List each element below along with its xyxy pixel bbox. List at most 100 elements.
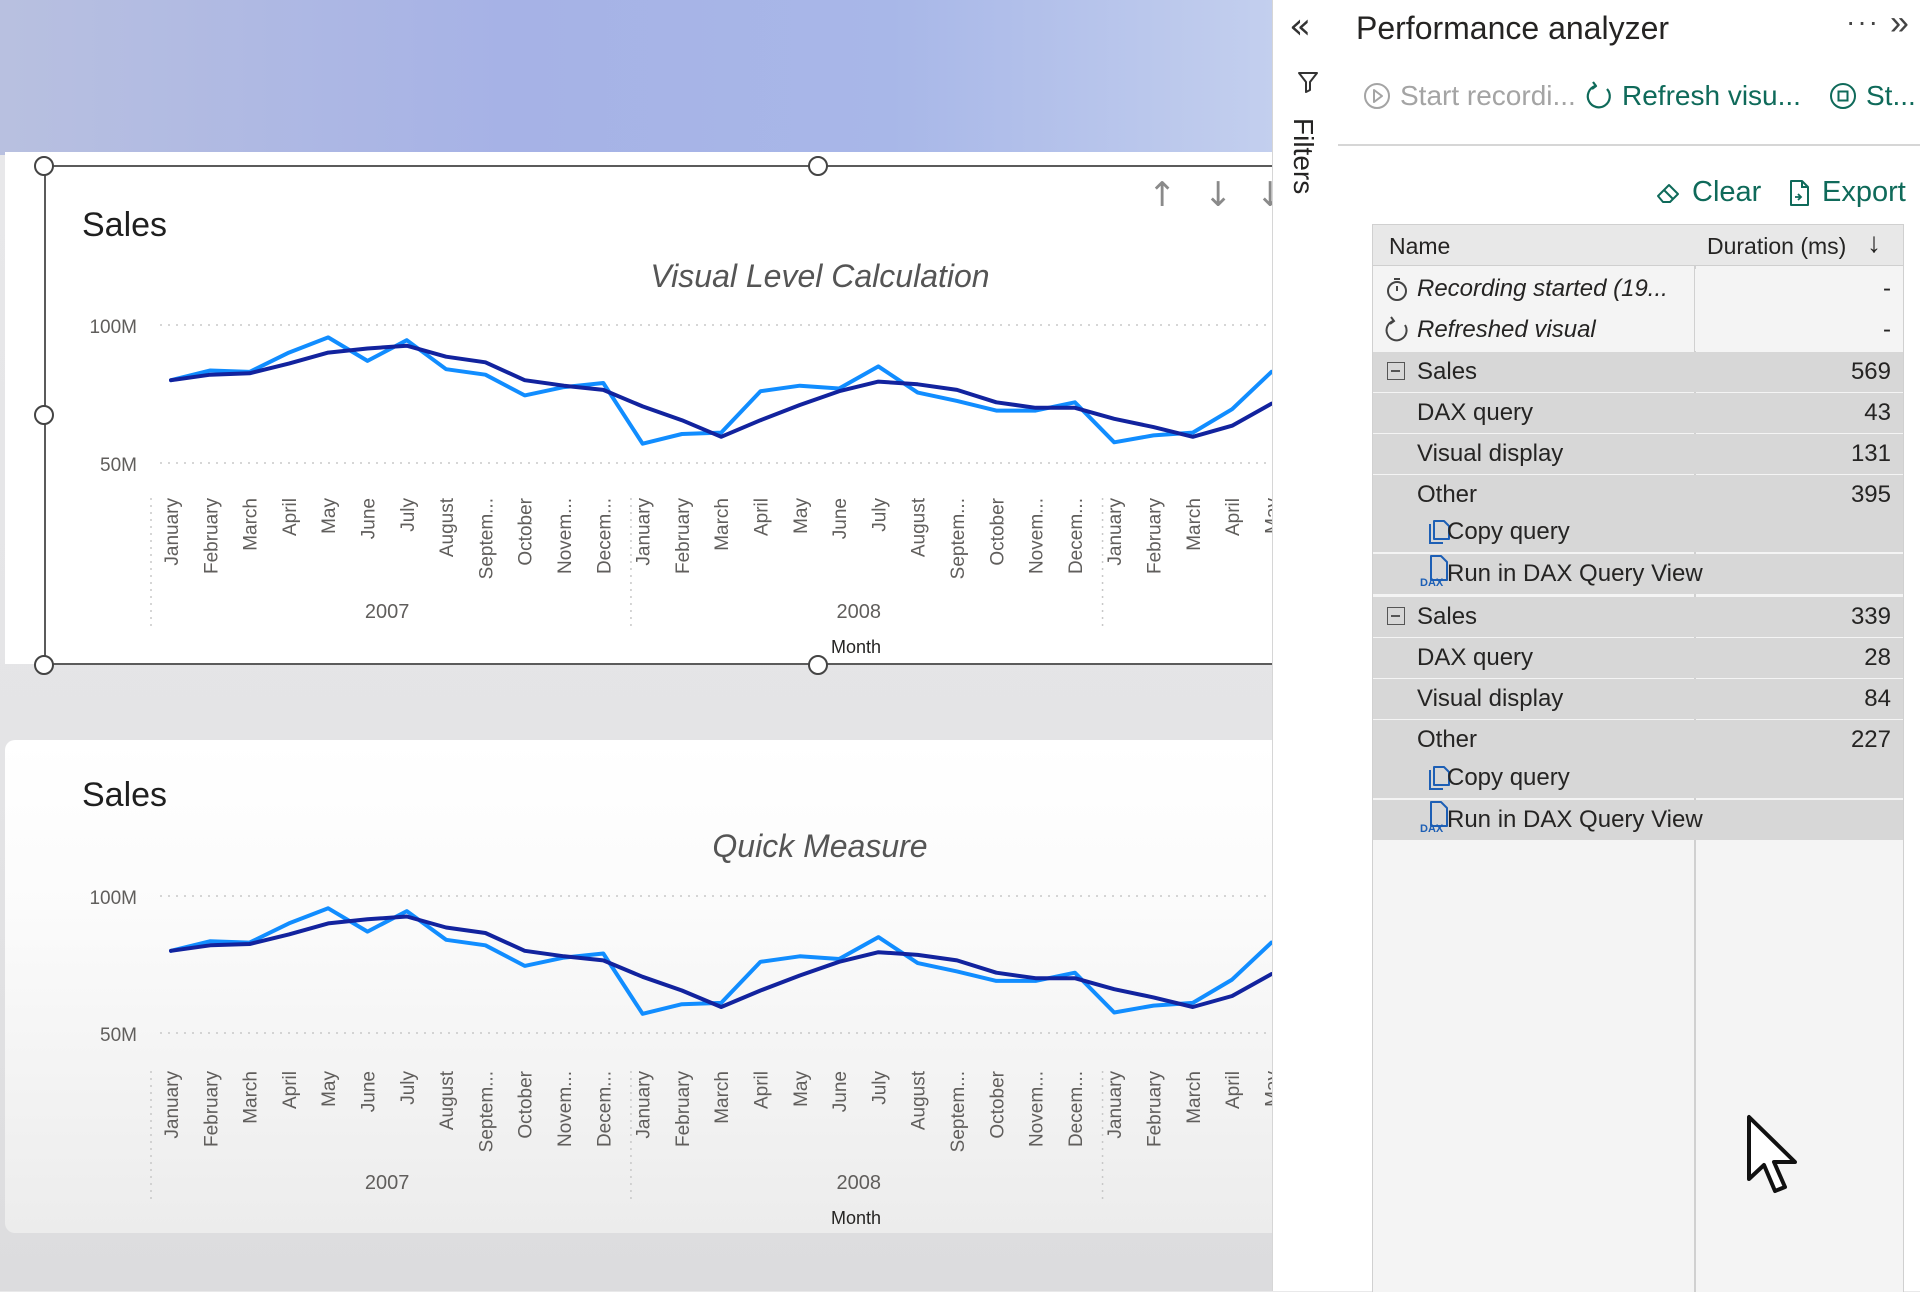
resize-handle-top-middle[interactable] — [808, 156, 828, 176]
year-label: 2008 — [837, 1172, 882, 1194]
x-tick-label: February — [1145, 1071, 1166, 1148]
resize-handle-middle-left[interactable] — [34, 405, 54, 425]
row-duration: 131 — [1850, 440, 1891, 467]
drill-down-icon[interactable]: ↓ — [1256, 175, 1272, 215]
x-tick-label: August — [437, 497, 458, 557]
y-tick-label: 50M — [100, 1025, 137, 1046]
action-link-label[interactable]: Copy query — [1447, 764, 1570, 791]
x-tick-label: August — [437, 1070, 458, 1130]
chevron-right-icon[interactable]: » — [1890, 4, 1909, 42]
row-name: Visual display — [1417, 685, 1564, 712]
row-name: DAX query — [1417, 644, 1534, 671]
x-tick-label: April — [1223, 1071, 1244, 1109]
action-link-row[interactable]: Copy query — [1373, 512, 1903, 552]
x-tick-label: March — [1184, 1071, 1205, 1124]
row-duration: - — [1883, 316, 1891, 343]
duration-cell-background — [1695, 269, 1903, 351]
action-link-row[interactable]: DAX Run in DAX Query View — [1373, 554, 1903, 594]
eraser-icon — [1657, 183, 1679, 203]
timing-row[interactable]: Visual display 131 — [1373, 434, 1903, 474]
more-options-button[interactable]: ··· — [1846, 6, 1880, 37]
row-duration: 395 — [1850, 481, 1891, 508]
resize-handle-bottom-middle[interactable] — [808, 655, 828, 675]
resize-handle-bottom-left[interactable] — [34, 655, 54, 675]
event-row[interactable]: Recording started (19... - — [1373, 269, 1903, 309]
x-tick-label: March — [241, 1071, 262, 1124]
clear-label: Clear — [1692, 176, 1762, 208]
copy-icon — [1425, 764, 1453, 792]
stop-circle-icon — [1830, 83, 1856, 109]
y-tick-label: 50M — [100, 455, 137, 476]
x-tick-label: February — [1145, 498, 1166, 575]
refresh-icon — [1586, 81, 1611, 109]
report-banner — [0, 0, 1272, 155]
action-link-row[interactable]: DAX Run in DAX Query View — [1373, 800, 1903, 840]
x-tick-label: Novem... — [1027, 498, 1048, 574]
column-header-name[interactable]: Name — [1389, 233, 1451, 259]
export-button[interactable]: Export — [1784, 176, 1906, 209]
resize-handle-top-left[interactable] — [34, 156, 54, 176]
report-canvas: 100M 50M January February March April May June J… — [0, 0, 1272, 1291]
column-header-duration[interactable]: Duration (ms) — [1707, 233, 1847, 259]
sort-descending-icon[interactable]: ↓ — [1867, 227, 1881, 258]
event-row[interactable]: Refreshed visual - — [1373, 310, 1903, 350]
x-tick-label: May — [791, 1071, 812, 1107]
visual-line-chart-2[interactable] — [5, 740, 1272, 1233]
collapse-toggle-icon[interactable] — [1387, 362, 1405, 380]
row-duration: 28 — [1864, 644, 1891, 671]
visual-group-row[interactable]: Sales 339 — [1373, 597, 1903, 637]
x-tick-label: June — [830, 1071, 851, 1112]
x-tick-label: July — [869, 498, 890, 532]
arrow-down-icon[interactable]: ↓ — [1204, 175, 1233, 215]
play-circle-icon — [1364, 83, 1390, 109]
action-link-label[interactable]: Run in DAX Query View — [1447, 806, 1703, 833]
double-chevron-left-icon[interactable]: « — [1289, 6, 1312, 47]
timing-row[interactable]: DAX query 43 — [1373, 393, 1903, 433]
x-tick-label: January — [162, 498, 183, 566]
x-tick-label: March — [241, 498, 262, 551]
x-tick-label: May — [319, 498, 340, 534]
start-recording-button[interactable]: Start recordi... — [1362, 80, 1576, 112]
x-tick-label: May — [1262, 1071, 1272, 1107]
row-duration: 227 — [1850, 726, 1891, 753]
mouse-pointer-icon — [1747, 1115, 1797, 1193]
funnel-icon — [1298, 72, 1318, 93]
visual-subtitle: Visual Level Calculation — [650, 258, 990, 294]
row-name: Recording started (19... — [1417, 275, 1668, 302]
x-tick-label: March — [712, 498, 733, 551]
x-tick-label: January — [162, 1071, 183, 1139]
export-label: Export — [1822, 176, 1906, 208]
visual-group-row[interactable]: Sales 569 — [1373, 352, 1903, 392]
series-line-dark — [169, 914, 1272, 1009]
row-name: DAX query — [1417, 399, 1534, 426]
x-tick-label: October — [987, 1070, 1008, 1138]
action-link-label[interactable]: Copy query — [1447, 518, 1570, 545]
timing-row[interactable]: DAX query 28 — [1373, 638, 1903, 678]
refresh-visuals-button[interactable]: Refresh visu... — [1584, 80, 1801, 112]
timing-row[interactable]: Other 227 — [1373, 720, 1903, 760]
action-link-row[interactable]: Copy query — [1373, 758, 1903, 798]
stop-button[interactable]: St... — [1828, 80, 1916, 112]
x-tick-label: January — [634, 1071, 655, 1139]
row-duration: - — [1883, 275, 1891, 302]
timing-row[interactable]: Visual display 84 — [1373, 679, 1903, 719]
row-name: Sales — [1417, 603, 1478, 630]
x-tick-label: March — [712, 1071, 733, 1124]
clear-button[interactable]: Clear — [1654, 176, 1761, 209]
arrow-up-icon[interactable]: ↑ — [1148, 175, 1177, 215]
x-tick-label: August — [909, 497, 930, 557]
x-tick-label: Decem... — [1066, 1071, 1087, 1147]
export-icon — [1790, 179, 1809, 206]
row-duration: 43 — [1864, 399, 1891, 426]
action-link-label[interactable]: Run in DAX Query View — [1447, 560, 1703, 587]
collapse-toggle-icon[interactable] — [1387, 607, 1405, 625]
x-axis-title: Month — [831, 637, 881, 657]
refresh-icon — [1383, 316, 1411, 344]
year-label: 2007 — [365, 1172, 410, 1194]
filters-pane-collapsed[interactable]: « Filters — [1272, 0, 1340, 1291]
filters-label[interactable]: Filters — [1288, 118, 1319, 195]
x-tick-label: July — [398, 1071, 419, 1105]
timing-row[interactable]: Other 395 — [1373, 475, 1903, 515]
x-tick-label: February — [201, 498, 222, 575]
year-label: 2008 — [837, 601, 882, 623]
